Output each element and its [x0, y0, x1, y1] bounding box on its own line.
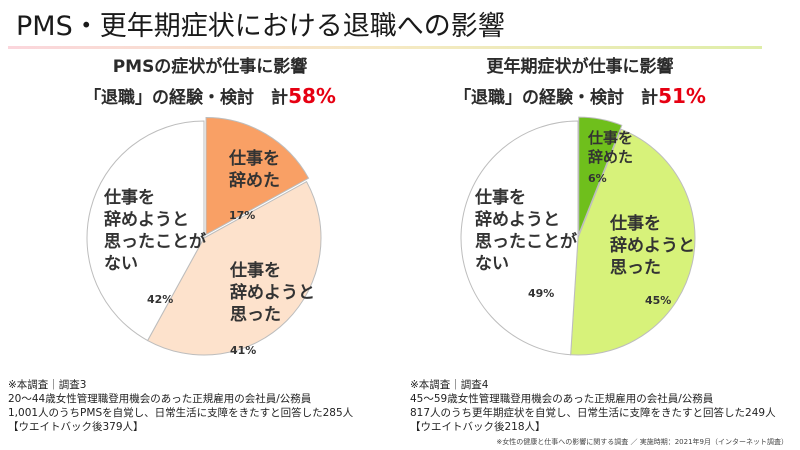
page-title: PMS・更年期症状における退職への影響	[16, 11, 505, 42]
pms-pie-chart	[86, 117, 322, 356]
pms-footnote-line: 20～44歳女性管理職登用機会のあった正規雇用の会社員/公務員	[8, 393, 312, 405]
pms-total-percent: 58%	[288, 84, 336, 108]
menopause-slice-label-never: 仕事を 辞めようと 思ったことが ない	[475, 188, 577, 274]
pms-slice-label-never: 仕事を 辞めようと 思ったことが ない	[104, 188, 206, 274]
pms-slice-quit	[205, 117, 310, 236]
menopause-footnote-line: ※本調査｜調査4	[410, 379, 489, 391]
menopause-pie-chart	[460, 116, 696, 356]
source-note: ※女性の健康と仕事への影響に関する調査 ／ 実施時期：2021年9月（インターネ…	[496, 438, 788, 446]
menopause-footnote: ※本調査｜調査4 45～59歳女性管理職登用機会のあった正規雇用の会社員/公務員…	[410, 378, 776, 434]
menopause-slice-value-quit: 6%	[588, 172, 607, 185]
pms-slice-never	[86, 120, 205, 342]
menopause-chart-title: 更年期症状が仕事に影響	[486, 57, 674, 77]
pms-chart-title: PMSの症状が仕事に影響	[112, 57, 308, 77]
menopause-slice-value-never: 49%	[528, 287, 555, 300]
pms-footnote-line: 【ウエイトバック後379人】	[8, 421, 144, 433]
menopause-subtitle-prefix: 「退職」の経験・検討 計	[454, 88, 659, 108]
title-divider	[8, 46, 762, 49]
menopause-chart-subtitle: 「退職」の経験・検討 計51%	[430, 83, 730, 108]
pms-subtitle-prefix: 「退職」の経験・検討 計	[84, 88, 289, 108]
pms-footnote-line: ※本調査｜調査3	[8, 379, 87, 391]
pms-slice-label-quit: 仕事を 辞めた	[229, 149, 280, 191]
menopause-footnote-line: 【ウエイトバック後218人】	[410, 421, 546, 433]
pms-slice-value-never: 42%	[147, 293, 174, 306]
menopause-slice-quit	[578, 116, 623, 235]
pms-footnote: ※本調査｜調査3 20～44歳女性管理職登用機会のあった正規雇用の会社員/公務員…	[8, 378, 353, 434]
menopause-footnote-line: 45～59歳女性管理職登用機会のあった正規雇用の会社員/公務員	[410, 393, 714, 405]
menopause-slice-never	[460, 120, 579, 356]
pms-slice-considered	[146, 180, 322, 356]
pms-chart-subtitle: 「退職」の経験・検討 計58%	[60, 83, 360, 108]
pms-footnote-line: 1,001人のうちPMSを自覚し、日常生活に支障をきたすと回答した285人	[8, 407, 354, 419]
menopause-slice-label-considered: 仕事を 辞めようと 思った	[610, 214, 695, 278]
pms-slice-label-considered: 仕事を 辞めようと 思った	[230, 261, 315, 325]
pms-slice-value-considered: 41%	[230, 344, 257, 357]
menopause-total-percent: 51%	[658, 84, 706, 108]
menopause-slice-value-considered: 45%	[645, 294, 672, 307]
pms-slice-value-quit: 17%	[229, 209, 256, 222]
menopause-slice-considered	[570, 128, 696, 356]
menopause-slice-label-quit: 仕事を 辞めた	[588, 129, 634, 166]
menopause-footnote-line: 817人のうち更年期症状を自覚し、日常生活に支障をきたすと回答した249人	[410, 407, 776, 419]
